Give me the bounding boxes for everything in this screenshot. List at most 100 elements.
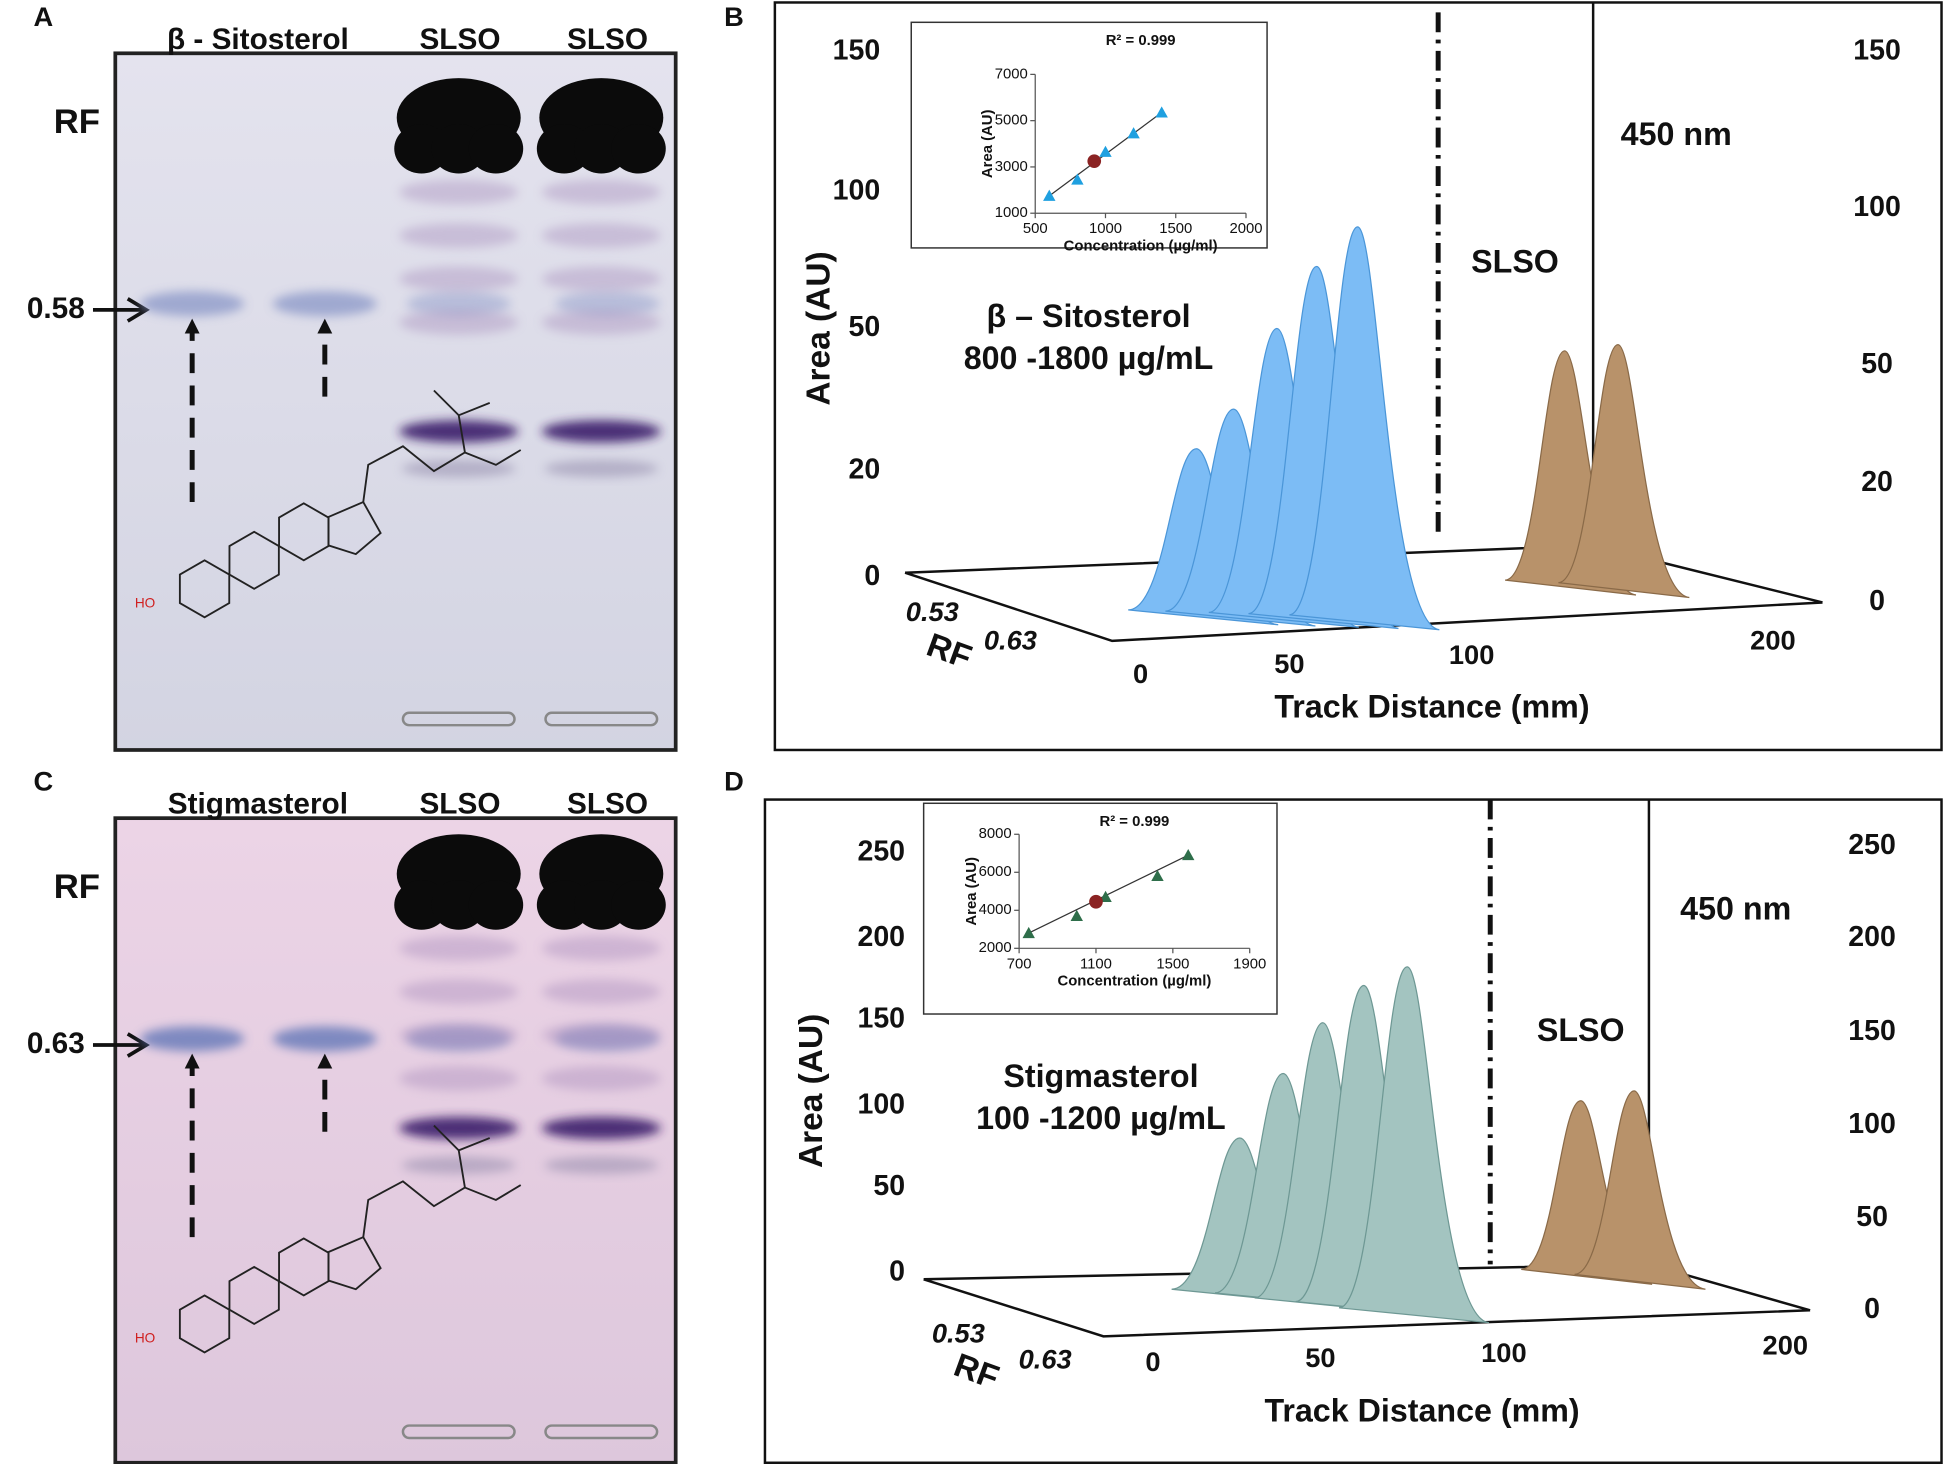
- rf-tick-label: 0.63: [984, 624, 1037, 655]
- tlc-smear: [541, 266, 661, 292]
- y-axis-title: Area (AU): [801, 251, 838, 405]
- calibration-point: [1071, 173, 1084, 185]
- tlc-smear: [399, 935, 519, 961]
- y-tick-label: 250: [857, 835, 905, 867]
- tlc-band: [544, 1156, 659, 1174]
- calibration-point: [1151, 869, 1164, 882]
- wavelength: 450 nm: [1680, 891, 1791, 927]
- y2-tick-label: 150: [1848, 1015, 1896, 1047]
- trend-line: [1028, 854, 1189, 934]
- sample-label: SLSO: [1471, 244, 1559, 280]
- calibration-point: [1022, 926, 1035, 939]
- lane-label: SLSO: [567, 788, 648, 821]
- sample-point: [1089, 894, 1103, 909]
- panel-label: D: [724, 766, 744, 797]
- tlc-blob: [611, 880, 666, 930]
- inset-x-tick-label: 1500: [1156, 956, 1189, 972]
- y-tick-label: 50: [873, 1170, 905, 1202]
- tlc-band: [544, 459, 659, 478]
- rf-value: 0.58: [27, 292, 85, 325]
- structure-chain: [362, 389, 522, 503]
- inset-x-tick-label: 1000: [1089, 221, 1122, 237]
- rf-tick-label: 0.63: [1019, 1343, 1072, 1374]
- range-label: 800 -1800 µg/mL: [964, 340, 1214, 376]
- rf-arrow-head: [126, 297, 150, 323]
- structure-chain: [362, 1124, 522, 1238]
- y2-tick-label: 50: [1856, 1201, 1888, 1233]
- tlc-spot: [272, 291, 377, 317]
- sample-point: [1087, 154, 1102, 168]
- calibration-point: [1099, 145, 1112, 157]
- x-axis-title: Track Distance (mm): [1274, 689, 1589, 725]
- tlc-smear: [541, 935, 661, 961]
- tlc-smear: [541, 309, 661, 335]
- tlc-smear: [399, 309, 519, 335]
- tlc-smear: [399, 266, 519, 292]
- inset-y-tick-label: 1000: [995, 205, 1028, 221]
- inset-y-tick-label: 3000: [995, 159, 1028, 175]
- rf-tick-label: 0.53: [906, 596, 959, 627]
- solvent-front: [401, 1424, 516, 1440]
- tlc-band: [401, 1156, 516, 1174]
- inset-frame: [910, 21, 1268, 249]
- calibration-point: [1182, 848, 1195, 861]
- panel-label: C: [34, 766, 54, 797]
- tlc-smear: [541, 979, 661, 1005]
- x-tick-label: 100: [1481, 1337, 1527, 1368]
- y-tick-label: 100: [857, 1088, 905, 1120]
- y2-tick-label: 100: [1853, 191, 1901, 223]
- tlc-plate: [113, 816, 678, 1464]
- rf-label: RF: [54, 103, 100, 141]
- y-tick-label: 100: [833, 175, 881, 207]
- y2-tick-label: 20: [1861, 466, 1893, 498]
- peak: [1558, 343, 1690, 599]
- x-tick-label: 200: [1763, 1330, 1809, 1361]
- lane-label: SLSO: [567, 23, 648, 56]
- tlc-smear: [541, 1022, 661, 1048]
- tlc-spot: [272, 1026, 377, 1052]
- peak: [1338, 966, 1490, 1324]
- inset-y-tick-label: 5000: [995, 113, 1028, 129]
- inset-y-tick-label: 2000: [979, 940, 1012, 956]
- y2-tick-label: 0: [1869, 585, 1885, 617]
- y2-tick-label: 200: [1848, 921, 1896, 953]
- tlc-smear: [399, 1022, 519, 1048]
- x-tick-label: 100: [1449, 639, 1495, 670]
- lane-label: β - Sitosterol: [167, 23, 349, 56]
- inset-y-tick-label: 7000: [995, 66, 1028, 82]
- hydroxyl-label: HO: [135, 1330, 155, 1345]
- sample-label: SLSO: [1537, 1012, 1625, 1048]
- inset-y-title: Area (AU): [964, 857, 980, 926]
- inset-x-tick-label: 500: [1023, 221, 1048, 237]
- tlc-band: [541, 420, 661, 443]
- rf-axis-title: RF: [949, 1347, 1004, 1397]
- tlc-band: [399, 420, 519, 443]
- panel-label: B: [724, 1, 744, 32]
- dashed-arrow-head: [317, 318, 333, 334]
- standard-label: β – Sitosterol: [986, 298, 1190, 334]
- inset-x-tick-label: 700: [1007, 956, 1032, 972]
- panel-frame: [763, 798, 1943, 1464]
- rf-tick-label: 0.53: [932, 1317, 985, 1348]
- y-tick-label: 150: [833, 35, 881, 67]
- tlc-smear: [541, 223, 661, 248]
- y-tick-label: 150: [857, 1003, 905, 1035]
- x-tick-label: 0: [1133, 658, 1148, 689]
- range-label: 100 -1200 µg/mL: [976, 1100, 1226, 1136]
- x-tick-label: 50: [1305, 1342, 1335, 1373]
- solvent-front: [544, 711, 659, 727]
- panel-label: A: [34, 1, 54, 32]
- hydroxyl-label: HO: [135, 595, 155, 610]
- y-tick-label: 200: [857, 921, 905, 953]
- inset-y-tick-label: 8000: [979, 826, 1012, 842]
- standard-label: Stigmasterol: [1003, 1058, 1198, 1094]
- tlc-smear: [399, 979, 519, 1005]
- tlc-smear: [399, 223, 519, 248]
- y-tick-label: 0: [864, 560, 880, 592]
- dashed-arrow-head: [317, 1053, 333, 1069]
- y2-tick-label: 250: [1848, 829, 1896, 861]
- inset-frame: [922, 802, 1278, 1015]
- peak: [1289, 226, 1440, 631]
- tlc-smear: [541, 179, 661, 205]
